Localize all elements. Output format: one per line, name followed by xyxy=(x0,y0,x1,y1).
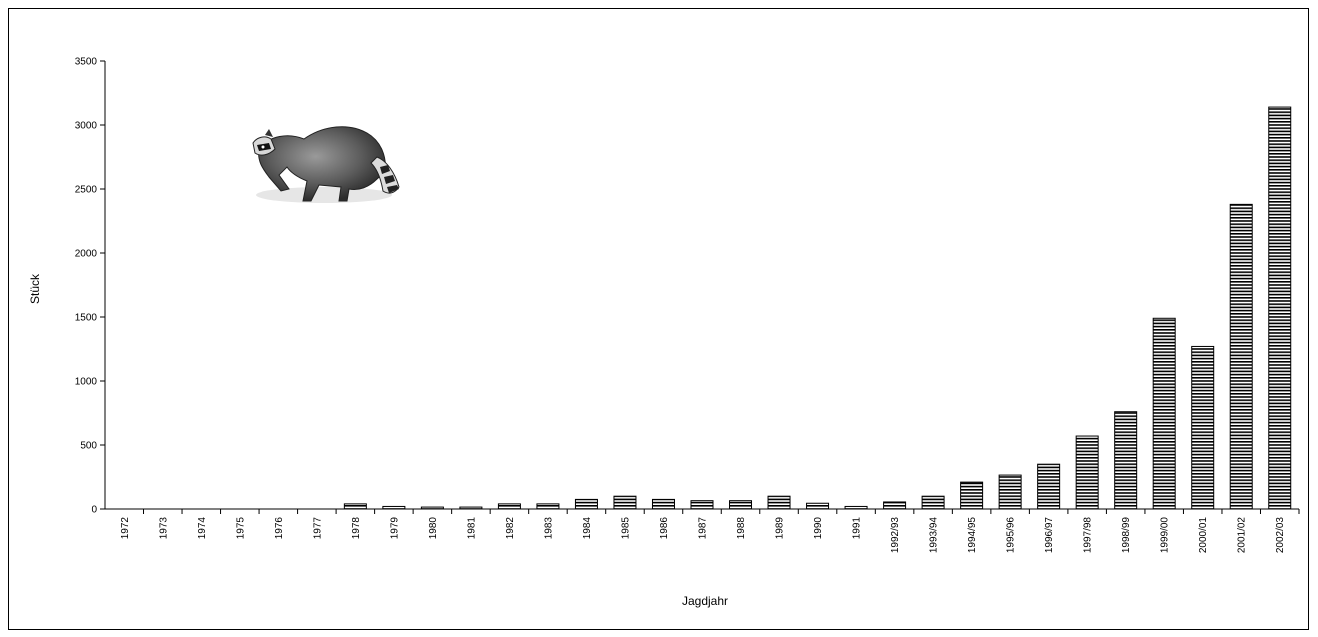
x-tick-label: 2000/01 xyxy=(1198,517,1209,554)
x-tick-label: 1990 xyxy=(813,517,824,540)
x-tick-label: 1973 xyxy=(158,517,169,540)
y-tick-label: 1000 xyxy=(75,377,98,388)
x-tick-label: 1984 xyxy=(582,517,593,540)
x-tick-label: 1985 xyxy=(620,517,631,540)
y-tick-label: 1500 xyxy=(75,313,98,324)
bar xyxy=(536,503,560,510)
x-axis: 1972 1973 1974 1975 1976 1977 1978 1979 1980 1981… xyxy=(120,509,1300,554)
bar xyxy=(1037,463,1061,510)
x-tick-label: 1978 xyxy=(351,517,362,540)
bar xyxy=(343,503,367,510)
y-axis-title: Stück xyxy=(28,273,42,304)
y-axis: 0 500 1000 1500 2000 2500 3000 3500 xyxy=(75,57,105,516)
bar xyxy=(574,498,598,510)
y-tick-label: 3000 xyxy=(75,121,98,132)
x-tick-label: 1981 xyxy=(466,517,477,540)
bar xyxy=(1114,411,1138,510)
x-tick-label: 1987 xyxy=(698,517,709,540)
x-tick-label: 1977 xyxy=(312,517,323,540)
y-tick-label: 0 xyxy=(91,505,97,516)
y-tick-label: 500 xyxy=(80,441,97,452)
bar xyxy=(960,481,984,510)
bar xyxy=(921,495,945,510)
bar-chart: Stück Jagdjahr 0 500 1000 1500 2000 2500 3000 3… xyxy=(28,57,1300,608)
x-tick-label: 1982 xyxy=(505,517,516,540)
x-tick-label: 1995/96 xyxy=(1006,517,1017,554)
y-tick-label: 2500 xyxy=(75,185,98,196)
bar xyxy=(883,501,907,510)
bar xyxy=(1268,106,1292,510)
x-tick-label: 1986 xyxy=(659,517,670,540)
raccoon-illustration xyxy=(252,126,400,203)
x-tick-label: 1988 xyxy=(736,517,747,540)
y-tick-label: 3500 xyxy=(75,57,98,68)
x-tick-label: 1996/97 xyxy=(1044,517,1055,554)
chart-frame: Stück Jagdjahr 0 500 1000 1500 2000 2500 3000 3… xyxy=(8,8,1309,630)
x-tick-label: 1998/99 xyxy=(1121,517,1132,554)
bars-group xyxy=(343,106,1292,510)
x-tick-label: 1983 xyxy=(543,517,554,540)
bar xyxy=(690,500,714,510)
x-axis-title: Jagdjahr xyxy=(682,594,728,608)
bar xyxy=(1191,345,1215,510)
x-tick-label: 1972 xyxy=(120,517,131,540)
bar xyxy=(806,502,830,510)
x-tick-label: 1997/98 xyxy=(1083,517,1094,554)
bar xyxy=(1229,203,1253,510)
x-tick-label: 1974 xyxy=(197,517,208,540)
x-tick-label: 1993/94 xyxy=(929,517,940,554)
x-tick-label: 1991 xyxy=(852,517,863,540)
bar xyxy=(729,500,753,510)
x-tick-label: 1975 xyxy=(235,517,246,540)
x-tick-label: 1994/95 xyxy=(967,517,978,554)
x-tick-label: 1980 xyxy=(428,517,439,540)
y-tick-label: 2000 xyxy=(75,249,98,260)
bar xyxy=(1152,317,1176,510)
x-tick-label: 1976 xyxy=(274,517,285,540)
x-tick-label: 2001/02 xyxy=(1237,517,1248,554)
bar xyxy=(1075,435,1099,510)
bar xyxy=(497,503,521,510)
x-tick-label: 1979 xyxy=(389,517,400,540)
x-tick-label: 2002/03 xyxy=(1275,517,1286,554)
x-tick-label: 1992/93 xyxy=(890,517,901,554)
bar xyxy=(767,495,791,510)
bar xyxy=(613,495,637,510)
bar xyxy=(651,498,675,510)
x-tick-label: 1989 xyxy=(775,517,786,540)
bar xyxy=(998,474,1022,510)
x-tick-label: 1999/00 xyxy=(1160,517,1171,554)
